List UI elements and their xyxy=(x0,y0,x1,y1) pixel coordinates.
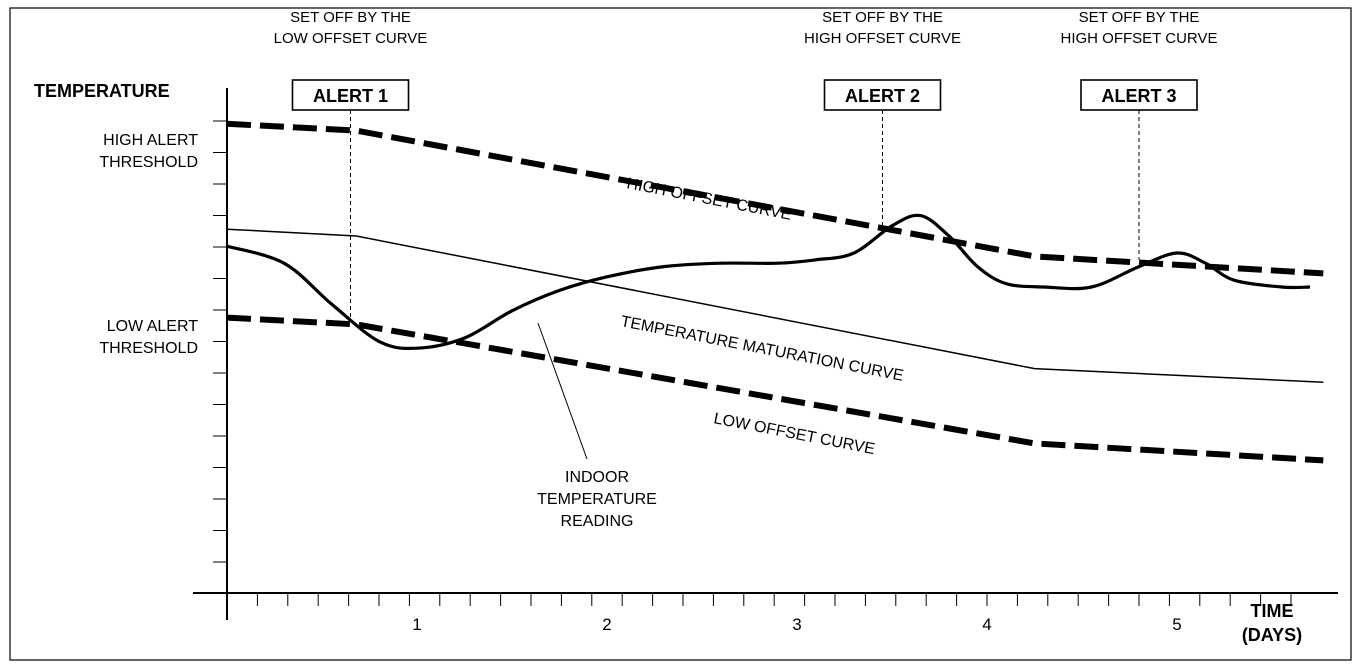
series-layer xyxy=(226,120,1324,464)
x-tick-label: 4 xyxy=(982,615,991,634)
alert-annotation-3: SET OFF BY THE HIGH OFFSET CURVE ALERT 3 xyxy=(1061,9,1218,260)
alert-caption-line1: SET OFF BY THE xyxy=(290,9,411,26)
low-offset-curve-label: LOW OFFSET CURVE xyxy=(712,410,876,458)
alert-caption-line2: HIGH OFFSET CURVE xyxy=(804,30,961,47)
indoor-reading-label-line3: READING xyxy=(561,513,634,530)
alert-annotation-2: SET OFF BY THE HIGH OFFSET CURVE ALERT 2 xyxy=(804,9,961,226)
indoor-temperature-reading-line xyxy=(226,213,1311,351)
x-axis-label-line2: (DAYS) xyxy=(1242,625,1302,645)
low-threshold-label-line1: LOW ALERT xyxy=(107,318,199,335)
low-threshold-label-line2: THRESHOLD xyxy=(99,340,198,357)
x-tick-label: 5 xyxy=(1172,615,1181,634)
alert-label: ALERT 3 xyxy=(1101,86,1176,106)
x-tick-labels: 1 2 3 4 5 xyxy=(412,615,1181,634)
high-threshold-label-line2: THRESHOLD xyxy=(99,154,198,171)
temperature-maturation-curve-line xyxy=(226,228,1324,383)
low-offset-curve-line xyxy=(226,314,1324,464)
alert-caption-line1: SET OFF BY THE xyxy=(1079,9,1200,26)
figure-border xyxy=(9,7,1352,661)
x-minor-ticks xyxy=(256,593,1292,606)
alert-caption-line1: SET OFF BY THE xyxy=(822,9,943,26)
indoor-reading-label-line1: INDOOR xyxy=(565,469,629,486)
high-offset-curve-line xyxy=(226,120,1324,277)
high-offset-curve-label: HIGH OFFSET CURVE xyxy=(625,175,793,224)
alert-annotation-1: SET OFF BY THE LOW OFFSET CURVE ALERT 1 xyxy=(274,9,428,321)
alert-caption-line2: HIGH OFFSET CURVE xyxy=(1061,30,1218,47)
alert-caption-line2: LOW OFFSET CURVE xyxy=(274,30,428,47)
y-minor-ticks xyxy=(213,120,227,563)
alert-label: ALERT 1 xyxy=(313,86,388,106)
x-tick-label: 3 xyxy=(792,615,801,634)
alert-box xyxy=(291,79,410,111)
indoor-reading-callout-line xyxy=(537,322,588,460)
indoor-reading-label-line2: TEMPERATURE xyxy=(537,491,657,508)
x-tick-label: 1 xyxy=(412,615,421,634)
high-threshold-label-line1: HIGH ALERT xyxy=(103,132,198,149)
alert-box xyxy=(1080,79,1198,111)
y-axis-label: TEMPERATURE xyxy=(34,81,170,101)
alert-label: ALERT 2 xyxy=(845,86,920,106)
maturation-curve-label: TEMPERATURE MATURATION CURVE xyxy=(619,313,905,385)
alert-box xyxy=(823,79,942,111)
x-axis-label-line1: TIME xyxy=(1251,601,1294,621)
x-tick-label: 2 xyxy=(602,615,611,634)
